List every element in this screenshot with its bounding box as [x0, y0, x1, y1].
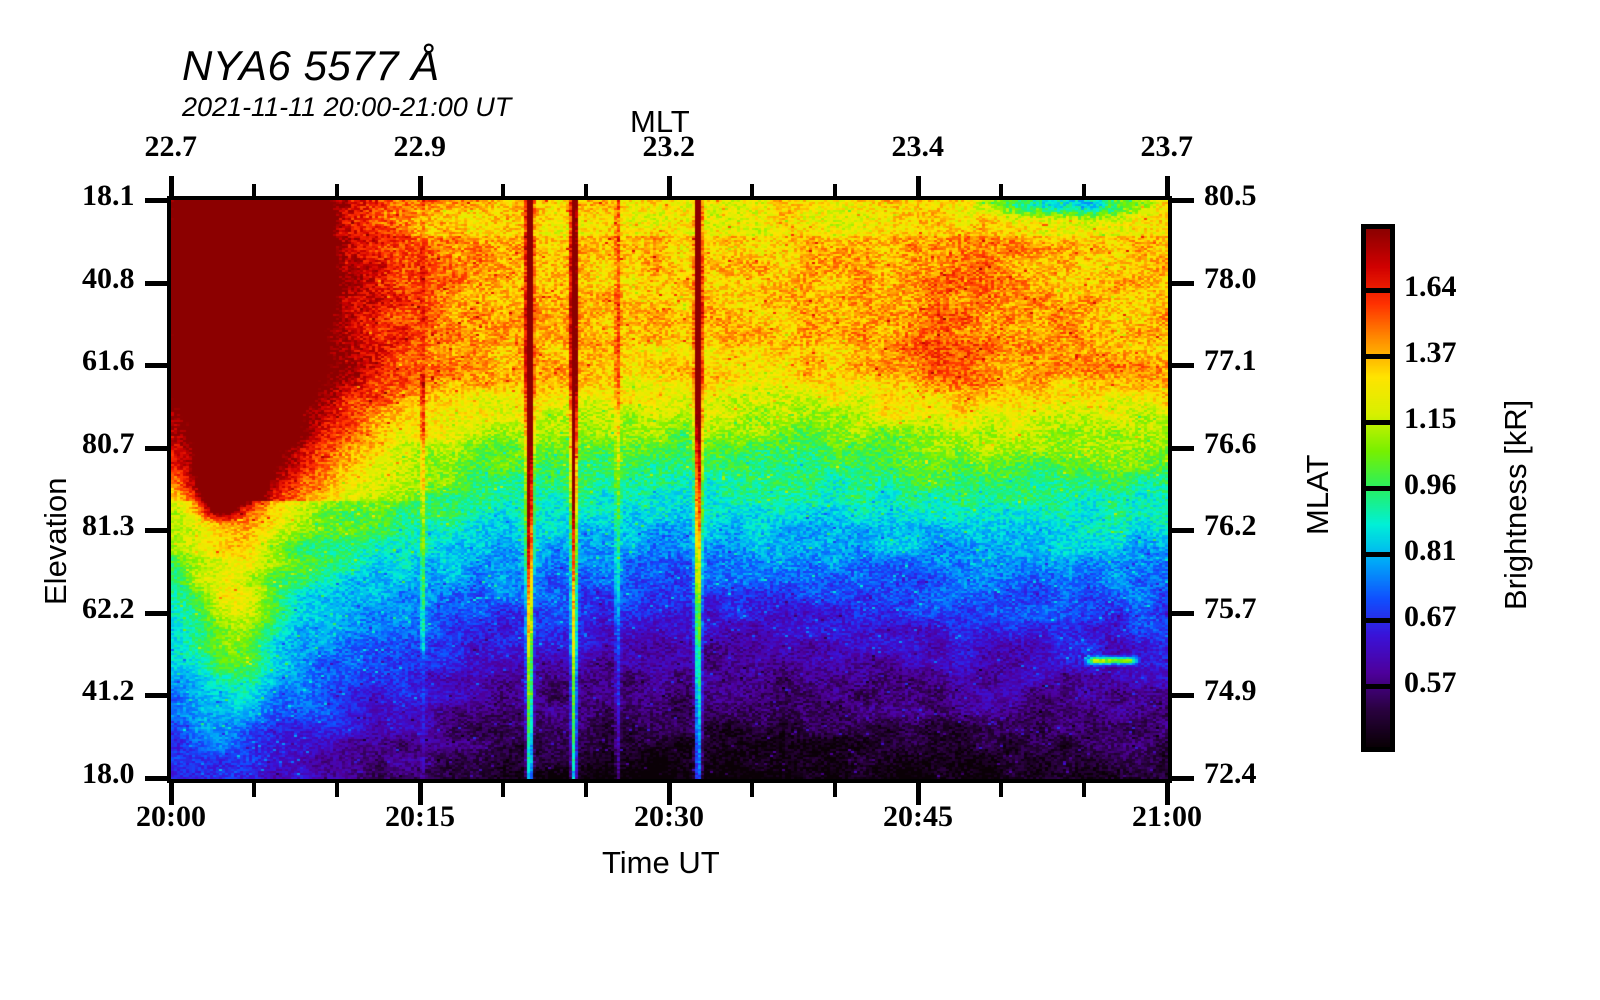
tick-bottom-major-2: [667, 783, 672, 805]
tick-bottom-major-1: [418, 783, 423, 805]
tick-label-time-4: 21:00: [1132, 800, 1202, 833]
tick-label-elevation-5: 62.2: [82, 592, 135, 625]
tick-top-major-1: [418, 176, 423, 196]
tick-top-minor-2-1: [750, 184, 754, 196]
tick-label-time-3: 20:45: [883, 800, 953, 833]
tick-right-7: [1172, 776, 1194, 781]
tick-right-2: [1172, 363, 1194, 368]
colorbar-label-brightness: Brightness [kR]: [1498, 399, 1533, 610]
tick-left-4: [145, 528, 167, 533]
tick-top-major-4: [1165, 176, 1170, 196]
tick-label-mlat-5: 75.7: [1204, 592, 1257, 625]
tick-left-1: [145, 281, 167, 286]
tick-bottom-minor-3-1: [999, 783, 1003, 797]
tick-bottom-major-4: [1165, 783, 1170, 805]
tick-right-1: [1172, 281, 1194, 286]
tick-left-3: [145, 446, 167, 451]
tick-label-mlt-0: 22.7: [144, 130, 198, 163]
tick-label-mlat-4: 76.2: [1204, 509, 1257, 542]
tick-left-0: [145, 198, 167, 203]
tick-top-minor-0-1: [252, 184, 256, 196]
tick-bottom-major-3: [916, 783, 921, 805]
colorbar-tick-label-6: 0.57: [1404, 666, 1457, 699]
page-subtitle: 2021-11-11 20:00-21:00 UT: [182, 92, 512, 122]
keogram-plot-area[interactable]: [167, 196, 1172, 783]
tick-label-mlat-7: 72.4: [1204, 757, 1257, 790]
top-axis-label-mlt: MLT: [630, 104, 690, 139]
tick-label-mlt-4: 23.7: [1140, 130, 1194, 163]
tick-label-mlt-1: 22.9: [393, 130, 447, 163]
tick-label-elevation-7: 18.0: [82, 757, 135, 790]
colorbar-divider-3: [1361, 486, 1395, 491]
tick-top-minor-3-2: [1082, 184, 1086, 196]
tick-top-major-3: [916, 176, 921, 196]
tick-bottom-minor-2-1: [750, 783, 754, 797]
colorbar-tick-label-2: 1.15: [1404, 402, 1457, 435]
tick-label-mlat-0: 80.5: [1204, 179, 1257, 212]
tick-label-elevation-6: 41.2: [82, 674, 135, 707]
tick-top-minor-1-2: [584, 184, 588, 196]
colorbar-divider-6: [1361, 684, 1395, 689]
tick-bottom-minor-0-1: [252, 783, 256, 797]
tick-bottom-minor-0-2: [335, 783, 339, 797]
tick-label-mlat-3: 76.6: [1204, 427, 1257, 460]
colorbar-tick-label-4: 0.81: [1404, 534, 1457, 567]
left-axis-label-elevation: Elevation: [38, 477, 73, 605]
tick-bottom-major-0: [169, 783, 174, 805]
colorbar-tick-label-5: 0.67: [1404, 600, 1457, 633]
keogram-image: [171, 200, 1168, 779]
tick-bottom-minor-1-2: [584, 783, 588, 797]
tick-bottom-minor-3-2: [1082, 783, 1086, 797]
colorbar-divider-5: [1361, 618, 1395, 623]
page-title: NYA6 5577 Å: [182, 42, 440, 89]
tick-left-6: [145, 693, 167, 698]
tick-right-6: [1172, 693, 1194, 698]
tick-label-mlt-2: 23.2: [642, 130, 696, 163]
right-axis-label-mlat: MLAT: [1300, 454, 1335, 535]
colorbar-divider-4: [1361, 552, 1395, 557]
colorbar-divider-2: [1361, 420, 1395, 425]
tick-right-3: [1172, 446, 1194, 451]
bottom-axis-label-time: Time UT: [602, 845, 720, 880]
tick-label-elevation-4: 81.3: [82, 509, 135, 542]
tick-bottom-minor-2-2: [833, 783, 837, 797]
tick-label-elevation-2: 61.6: [82, 344, 135, 377]
tick-left-7: [145, 776, 167, 781]
tick-label-time-0: 20:00: [136, 800, 206, 833]
tick-top-minor-3-1: [999, 184, 1003, 196]
tick-left-2: [145, 363, 167, 368]
tick-top-minor-0-2: [335, 184, 339, 196]
tick-top-major-0: [169, 176, 174, 196]
colorbar-tick-label-3: 0.96: [1404, 468, 1457, 501]
tick-label-mlat-1: 78.0: [1204, 262, 1257, 295]
tick-label-time-2: 20:30: [634, 800, 704, 833]
tick-label-elevation-1: 40.8: [82, 262, 135, 295]
tick-label-mlt-3: 23.4: [891, 130, 945, 163]
tick-top-minor-2-2: [833, 184, 837, 196]
tick-label-time-1: 20:15: [385, 800, 455, 833]
colorbar-tick-label-0: 1.64: [1404, 270, 1457, 303]
tick-right-4: [1172, 528, 1194, 533]
colorbar-tick-label-1: 1.37: [1404, 336, 1457, 369]
colorbar-divider-0: [1361, 288, 1395, 293]
tick-label-elevation-0: 18.1: [82, 179, 135, 212]
tick-top-major-2: [667, 176, 672, 196]
tick-right-0: [1172, 198, 1194, 203]
tick-label-mlat-2: 77.1: [1204, 344, 1257, 377]
tick-label-mlat-6: 74.9: [1204, 674, 1257, 707]
tick-bottom-minor-1-1: [501, 783, 505, 797]
tick-left-5: [145, 611, 167, 616]
tick-label-elevation-3: 80.7: [82, 427, 135, 460]
colorbar-divider-1: [1361, 354, 1395, 359]
tick-right-5: [1172, 611, 1194, 616]
tick-top-minor-1-1: [501, 184, 505, 196]
